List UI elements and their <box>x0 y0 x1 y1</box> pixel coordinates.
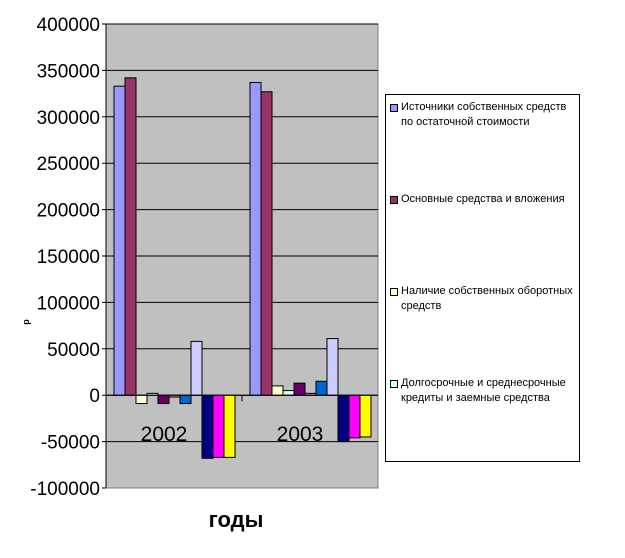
bar <box>135 394 148 405</box>
legend-swatch <box>390 380 398 388</box>
bar <box>212 394 225 458</box>
bar <box>326 338 339 396</box>
x-tick-label: 2003 <box>277 423 324 446</box>
y-tick-label: 100000 <box>37 293 100 314</box>
y-tick-label: 50000 <box>47 340 100 361</box>
legend-item: Источники собственных средств по остаточ… <box>390 100 576 130</box>
category-labels: 2002 2003 <box>141 423 324 446</box>
legend-item: Основные средства и вложения <box>390 192 576 207</box>
legend-swatch <box>390 104 398 112</box>
y-tick-label: 0 <box>89 386 100 407</box>
bar <box>293 382 306 396</box>
x-axis-title: годы <box>209 507 264 532</box>
bar <box>260 91 273 396</box>
bar <box>271 385 284 396</box>
y-tick-label: 350000 <box>37 61 100 82</box>
bar <box>179 394 192 405</box>
y-tick-label: -100000 <box>30 479 100 500</box>
bar <box>348 394 361 439</box>
y-tick-label: -50000 <box>41 433 100 454</box>
bar <box>337 394 350 443</box>
y-tick-label: 400000 <box>37 15 100 36</box>
y-tick-label: 200000 <box>37 201 100 222</box>
gridlines <box>102 23 378 489</box>
bar <box>201 394 214 459</box>
y-tick-labels: 400000 350000 300000 250000 200000 150000 1000… <box>30 15 100 500</box>
legend-swatch <box>390 288 398 296</box>
y-tick-label: 250000 <box>37 154 100 175</box>
bar <box>249 81 262 396</box>
legend-label: Наличие собственных оборотных средств <box>401 285 573 312</box>
legend-label: Основные средства и вложения <box>401 193 565 205</box>
bar <box>223 394 236 458</box>
bar <box>359 394 372 438</box>
bar <box>282 390 295 396</box>
bar <box>190 340 203 396</box>
bar <box>113 85 126 396</box>
y-tick-label: 300000 <box>37 108 100 129</box>
legend: Источники собственных средств по остаточ… <box>385 94 580 462</box>
legend-label: Источники собственных средств по остаточ… <box>401 101 567 128</box>
bar <box>124 77 137 396</box>
bar <box>315 380 328 396</box>
legend-item: Долгосрочные и среднесрочные кредиты и з… <box>390 376 576 406</box>
y-tick-label: 150000 <box>37 247 100 268</box>
legend-swatch <box>390 196 398 204</box>
bar <box>157 394 170 405</box>
axes <box>105 24 378 488</box>
legend-item: Наличие собственных оборотных средств <box>390 284 576 314</box>
x-tick-label: 2002 <box>141 423 188 446</box>
legend-label: Долгосрочные и среднесрочные кредиты и з… <box>401 377 566 404</box>
y-axis-title: р <box>21 319 31 325</box>
